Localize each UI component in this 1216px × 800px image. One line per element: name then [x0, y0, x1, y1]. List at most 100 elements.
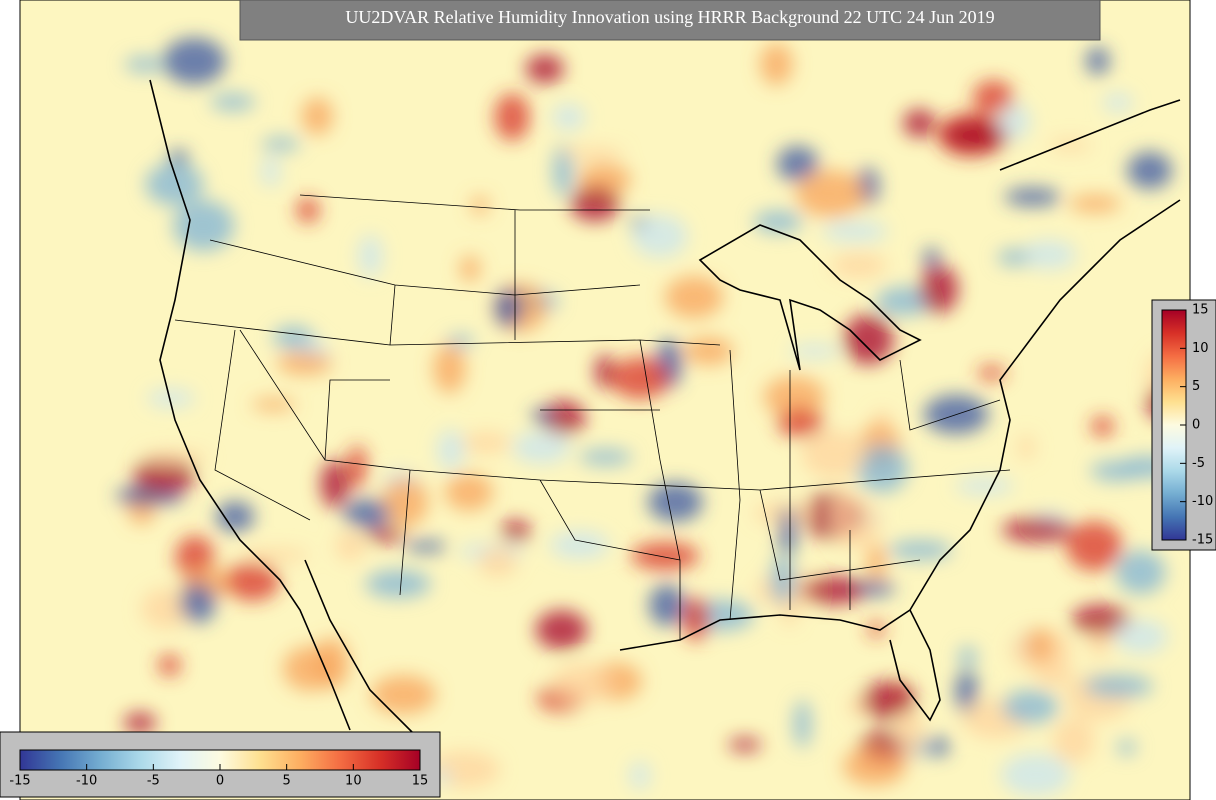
field-blob	[141, 588, 192, 630]
field-blob	[972, 80, 1014, 116]
field-blob	[595, 354, 614, 389]
field-blob	[943, 119, 1011, 152]
field-blob	[1103, 93, 1133, 112]
field-blob	[997, 102, 1031, 140]
field-blob	[365, 569, 431, 598]
humidity-field	[115, 37, 1190, 797]
field-blob	[788, 344, 841, 359]
field-blob	[1002, 690, 1059, 724]
field-blob	[684, 336, 734, 366]
field-blob	[168, 149, 189, 167]
field-blob	[1068, 194, 1122, 213]
field-blob	[831, 253, 887, 278]
field-blob	[460, 255, 481, 283]
field-blob	[175, 535, 215, 580]
field-blob	[822, 220, 888, 243]
tick-label: 5	[1192, 379, 1200, 394]
field-blob	[955, 669, 978, 715]
field-blob	[1127, 151, 1173, 190]
field-blob	[371, 675, 436, 715]
field-blob	[648, 584, 686, 627]
tick-label: 0	[216, 774, 224, 789]
field-blob	[777, 408, 824, 438]
tick-label: 10	[345, 774, 362, 789]
field-blob	[842, 746, 907, 786]
tick-label: 15	[412, 774, 429, 789]
field-blob	[549, 531, 610, 560]
field-blob	[1052, 717, 1095, 764]
field-blob	[158, 654, 181, 677]
field-blob	[977, 365, 1006, 381]
field-blob	[903, 109, 936, 138]
field-blob	[381, 477, 429, 527]
field-blob	[778, 507, 797, 557]
field-blob	[433, 343, 466, 394]
field-blob	[447, 334, 475, 348]
tick-label: -5	[1192, 456, 1205, 471]
field-blob	[147, 389, 195, 408]
field-blob	[1018, 434, 1035, 461]
field-blob	[145, 163, 204, 206]
field-blob	[365, 527, 406, 543]
field-blob	[525, 54, 564, 84]
field-blob	[552, 144, 574, 197]
field-blob	[535, 610, 588, 650]
field-blob	[569, 186, 620, 222]
field-blob	[500, 520, 531, 543]
field-blob	[251, 398, 297, 411]
field-blob	[133, 457, 196, 495]
field-blob	[225, 561, 280, 602]
field-blob	[630, 542, 700, 571]
field-blob	[405, 540, 448, 553]
field-blob	[301, 97, 333, 136]
field-blob	[141, 450, 210, 464]
field-blob	[801, 430, 866, 479]
field-blob	[1091, 416, 1114, 437]
field-blob	[664, 276, 724, 319]
field-blob	[261, 155, 281, 187]
field-blob	[610, 357, 670, 400]
field-blob	[215, 501, 255, 532]
tick-label: -15	[9, 774, 30, 789]
field-blob	[358, 234, 383, 278]
field-blob	[210, 93, 256, 111]
field-blob	[1083, 674, 1154, 698]
field-blob	[793, 699, 811, 748]
tick-label: -5	[147, 774, 160, 789]
field-blob	[531, 408, 554, 424]
field-blob	[261, 137, 301, 152]
field-blob	[955, 477, 1014, 495]
field-blob	[862, 681, 916, 721]
state-borders	[174, 194, 1011, 640]
colorbar-ticks: -15 -15 -10 -10 -5 -5 0 0 5 5 10 10 15 15	[9, 303, 1213, 789]
field-blob	[647, 482, 703, 522]
field-blob	[460, 432, 512, 454]
field-blob	[763, 376, 826, 418]
field-blob	[929, 737, 950, 757]
field-blob	[335, 530, 366, 562]
field-blob	[760, 42, 793, 86]
field-blob	[997, 248, 1031, 266]
field-blob	[888, 540, 953, 560]
field-blob	[272, 326, 314, 350]
map-title: UU2DVAR Relative Humidity Innovation usi…	[345, 7, 994, 27]
field-blob	[347, 444, 367, 488]
field-blob	[1117, 739, 1137, 755]
field-blob	[629, 761, 650, 790]
field-blob	[923, 247, 940, 270]
field-blob	[471, 196, 489, 215]
field-blob	[728, 738, 762, 752]
field-blob	[753, 210, 803, 233]
field-blob	[242, 548, 309, 563]
field-blob	[179, 583, 216, 623]
field-blob	[795, 170, 866, 218]
field-blob	[1001, 753, 1071, 797]
field-blob	[843, 314, 894, 365]
field-blob	[541, 400, 586, 436]
field-blob	[1115, 550, 1166, 595]
tick-label: -15	[1192, 533, 1213, 548]
tick-label: -10	[1192, 494, 1213, 509]
tick-label: 10	[1192, 341, 1209, 356]
field-blob	[801, 576, 865, 605]
